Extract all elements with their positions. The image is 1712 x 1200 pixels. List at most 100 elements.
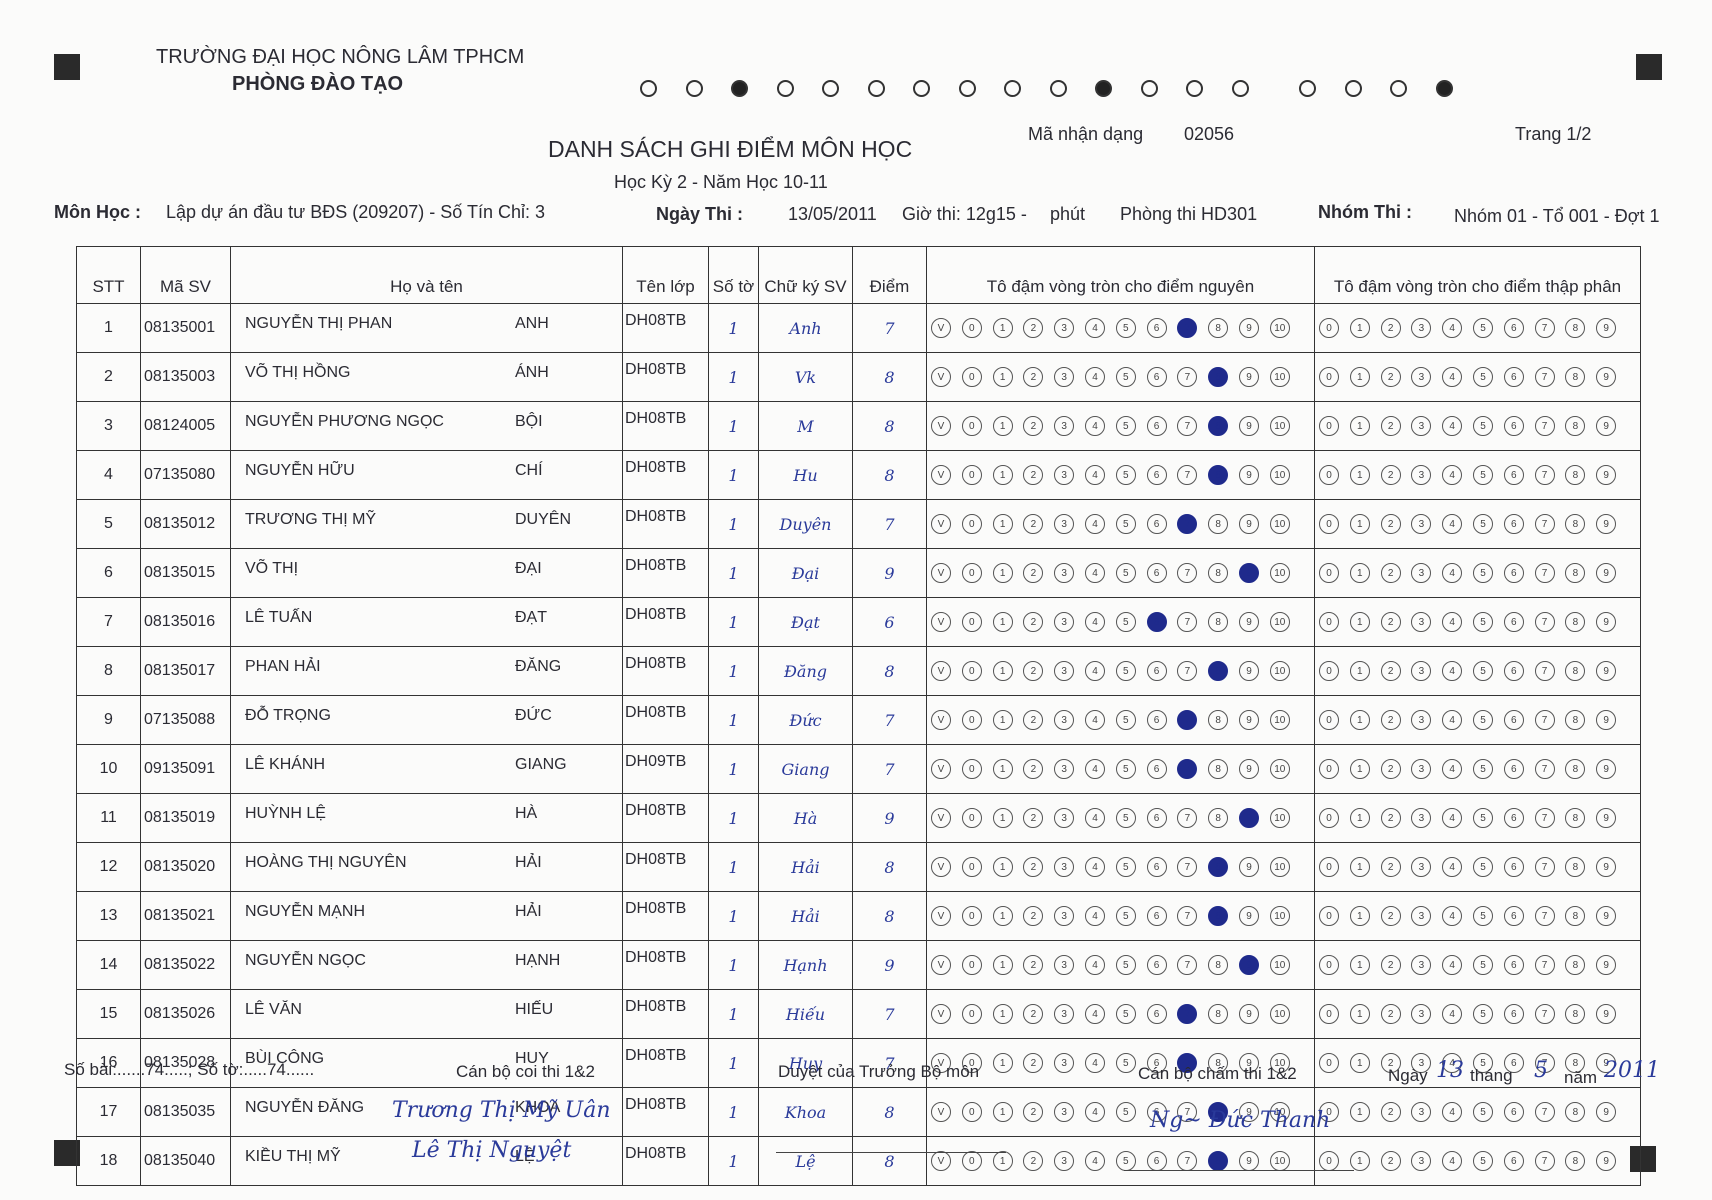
integer-bubble[interactable]: 9: [1238, 906, 1259, 926]
decimal-bubble[interactable]: 9: [1596, 1053, 1617, 1073]
decimal-bubble[interactable]: 6: [1503, 759, 1524, 779]
integer-bubble[interactable]: 10: [1269, 808, 1290, 828]
integer-bubble[interactable]: 7: [1177, 710, 1198, 730]
integer-bubble[interactable]: 7: [1177, 906, 1198, 926]
integer-bubble[interactable]: 5: [1115, 1102, 1136, 1122]
decimal-bubble[interactable]: 2: [1380, 1102, 1401, 1122]
decimal-bubble[interactable]: 2: [1380, 465, 1401, 485]
integer-bubble[interactable]: 7: [1177, 514, 1198, 534]
integer-bubble[interactable]: 9: [1238, 563, 1259, 583]
integer-bubble[interactable]: 8: [1208, 906, 1229, 926]
integer-bubble[interactable]: 5: [1115, 1151, 1136, 1171]
decimal-bubble[interactable]: 8: [1565, 465, 1586, 485]
decimal-bubble[interactable]: 7: [1534, 367, 1555, 387]
integer-bubble[interactable]: 2: [1023, 416, 1044, 436]
decimal-bubble[interactable]: 9: [1596, 857, 1617, 877]
decimal-bubble[interactable]: 9: [1596, 1102, 1617, 1122]
integer-bubble[interactable]: V: [931, 710, 951, 730]
integer-bubble[interactable]: 7: [1177, 416, 1198, 436]
integer-bubble[interactable]: 10: [1269, 759, 1290, 779]
integer-bubble[interactable]: 4: [1084, 1102, 1105, 1122]
integer-bubble[interactable]: 10: [1269, 1151, 1290, 1171]
integer-bubble[interactable]: 6: [1146, 1151, 1167, 1171]
integer-bubble[interactable]: 3: [1054, 612, 1075, 632]
integer-bubble[interactable]: 0: [961, 514, 982, 534]
integer-bubble[interactable]: 7: [1177, 1151, 1198, 1171]
integer-bubble[interactable]: 10: [1269, 906, 1290, 926]
decimal-bubble[interactable]: 8: [1565, 416, 1586, 436]
integer-bubble[interactable]: 0: [961, 416, 982, 436]
decimal-bubble[interactable]: 4: [1442, 612, 1463, 632]
integer-bubble[interactable]: 0: [961, 759, 982, 779]
integer-bubble[interactable]: 9: [1238, 661, 1259, 681]
decimal-bubble[interactable]: 4: [1442, 465, 1463, 485]
integer-bubble[interactable]: 0: [961, 1004, 982, 1024]
decimal-bubble[interactable]: 1: [1349, 318, 1370, 338]
integer-bubble[interactable]: 10: [1269, 318, 1290, 338]
integer-bubble[interactable]: 3: [1054, 906, 1075, 926]
integer-bubble[interactable]: 10: [1269, 416, 1290, 436]
decimal-bubble[interactable]: 2: [1380, 906, 1401, 926]
integer-bubble[interactable]: 3: [1054, 514, 1075, 534]
decimal-bubble[interactable]: 7: [1534, 857, 1555, 877]
decimal-bubble[interactable]: 1: [1349, 906, 1370, 926]
integer-bubble[interactable]: 6: [1146, 1004, 1167, 1024]
decimal-bubble[interactable]: 1: [1349, 710, 1370, 730]
integer-bubble[interactable]: 7: [1177, 808, 1198, 828]
integer-bubble[interactable]: 5: [1115, 612, 1136, 632]
decimal-bubble[interactable]: 4: [1442, 416, 1463, 436]
integer-bubble[interactable]: 9: [1238, 710, 1259, 730]
integer-bubble[interactable]: 3: [1054, 563, 1075, 583]
integer-bubble[interactable]: 9: [1238, 1151, 1259, 1171]
integer-bubble[interactable]: 0: [961, 563, 982, 583]
integer-bubble[interactable]: 2: [1023, 759, 1044, 779]
integer-bubble[interactable]: 6: [1146, 808, 1167, 828]
integer-bubble[interactable]: 10: [1269, 465, 1290, 485]
decimal-bubble[interactable]: 2: [1380, 710, 1401, 730]
integer-bubble[interactable]: 6: [1146, 906, 1167, 926]
decimal-bubble[interactable]: 5: [1472, 318, 1493, 338]
decimal-bubble[interactable]: 6: [1503, 612, 1524, 632]
integer-bubble[interactable]: 0: [961, 808, 982, 828]
integer-bubble[interactable]: 3: [1054, 416, 1075, 436]
decimal-bubble[interactable]: 3: [1411, 759, 1432, 779]
integer-bubble[interactable]: 9: [1238, 808, 1259, 828]
decimal-bubble[interactable]: 0: [1319, 759, 1339, 779]
integer-bubble[interactable]: 10: [1269, 1053, 1290, 1073]
decimal-bubble[interactable]: 7: [1534, 465, 1555, 485]
decimal-bubble[interactable]: 3: [1411, 857, 1432, 877]
integer-bubble[interactable]: 0: [961, 1151, 982, 1171]
integer-bubble[interactable]: 8: [1208, 465, 1229, 485]
integer-bubble[interactable]: 9: [1238, 1102, 1259, 1122]
integer-bubble[interactable]: V: [931, 612, 951, 632]
integer-bubble[interactable]: 9: [1238, 1053, 1259, 1073]
decimal-bubble[interactable]: 4: [1442, 563, 1463, 583]
decimal-bubble[interactable]: 5: [1472, 1151, 1493, 1171]
integer-bubble[interactable]: 5: [1115, 514, 1136, 534]
integer-bubble[interactable]: 5: [1115, 955, 1136, 975]
decimal-bubble[interactable]: 5: [1472, 759, 1493, 779]
integer-bubble[interactable]: 8: [1208, 1053, 1229, 1073]
integer-bubble[interactable]: 1: [992, 857, 1013, 877]
decimal-bubble[interactable]: 7: [1534, 1053, 1555, 1073]
decimal-bubble[interactable]: 5: [1472, 710, 1493, 730]
decimal-bubble[interactable]: 1: [1349, 465, 1370, 485]
decimal-bubble[interactable]: 0: [1319, 318, 1339, 338]
integer-bubble[interactable]: 4: [1084, 857, 1105, 877]
decimal-bubble[interactable]: 3: [1411, 416, 1432, 436]
decimal-bubble[interactable]: 3: [1411, 955, 1432, 975]
decimal-bubble[interactable]: 1: [1349, 857, 1370, 877]
decimal-bubble[interactable]: 2: [1380, 1004, 1401, 1024]
integer-bubble[interactable]: 7: [1177, 857, 1198, 877]
integer-bubble[interactable]: 0: [961, 612, 982, 632]
integer-bubble[interactable]: V: [931, 514, 951, 534]
integer-bubble[interactable]: 0: [961, 318, 982, 338]
decimal-bubble[interactable]: 1: [1349, 1151, 1370, 1171]
integer-bubble[interactable]: 5: [1115, 563, 1136, 583]
integer-bubble[interactable]: 8: [1208, 563, 1229, 583]
decimal-bubble[interactable]: 7: [1534, 514, 1555, 534]
decimal-bubble[interactable]: 0: [1319, 808, 1339, 828]
integer-bubble[interactable]: 5: [1115, 465, 1136, 485]
decimal-bubble[interactable]: 7: [1534, 906, 1555, 926]
integer-bubble[interactable]: V: [931, 906, 951, 926]
